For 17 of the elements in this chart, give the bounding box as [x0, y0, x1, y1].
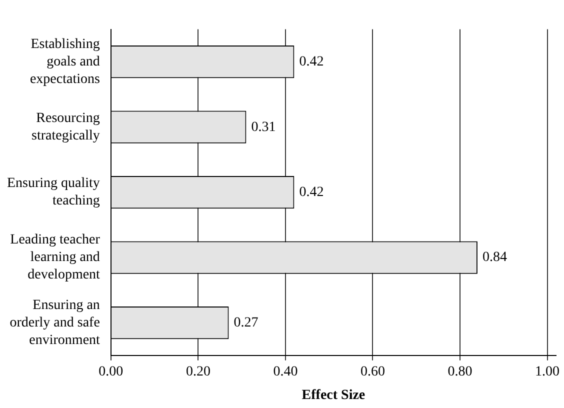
x-tick-label: 0.00 — [98, 364, 124, 380]
data-label: 0.27 — [234, 315, 258, 330]
y-tick-label: Establishing goals and expectations — [30, 37, 100, 88]
data-label: 0.84 — [482, 250, 507, 266]
y-tick-label: Ensuring quality teaching — [6, 176, 100, 209]
x-tick-label: 1.00 — [535, 364, 560, 380]
x-tick-label: 0.40 — [273, 364, 298, 380]
y-tick-label: Resourcing strategically — [32, 111, 100, 144]
data-label: 0.42 — [299, 184, 324, 200]
x-axis-title: Effect Size — [302, 388, 366, 404]
y-tick-label: Leading teacher learning and development — [10, 232, 100, 283]
x-tick-label: 0.60 — [360, 364, 385, 380]
data-label: 0.42 — [299, 54, 324, 70]
y-tick-label: Ensuring an orderly and safe environment — [10, 298, 100, 348]
data-label: 0.31 — [251, 120, 276, 135]
x-tick-label: 0.80 — [448, 364, 472, 380]
x-tick-label: 0.20 — [186, 364, 210, 380]
